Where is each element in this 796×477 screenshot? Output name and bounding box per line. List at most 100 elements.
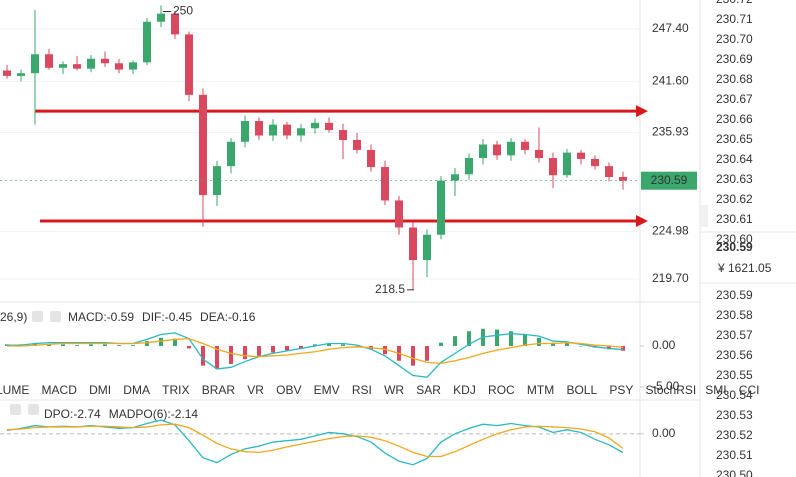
candle-body	[591, 158, 599, 167]
bid-price: 230.53	[716, 408, 753, 422]
histogram-bar	[103, 344, 107, 346]
indicator-tab[interactable]: SMI	[705, 383, 726, 397]
indicator-tab[interactable]: MACD	[42, 383, 78, 397]
turnover: ¥ 1621.05	[717, 261, 772, 275]
close-icon[interactable]	[50, 311, 61, 322]
ask-price: 230.60	[716, 232, 753, 246]
candle-body	[465, 158, 473, 175]
bid-price: 230.57	[716, 328, 753, 342]
legend-entry: DEA:-0.16	[200, 310, 256, 324]
ask-price: 230.72	[716, 0, 753, 6]
indicator-tab[interactable]: ROC	[488, 383, 515, 397]
candle-body	[535, 149, 543, 159]
histogram-bar	[425, 345, 429, 361]
legend-entry: DPO:-2.74	[44, 407, 101, 421]
candle-body	[227, 141, 235, 167]
indicator-line	[6, 419, 624, 466]
y-tick-label: 224.98	[652, 223, 689, 237]
candle-body	[563, 152, 571, 176]
histogram-bar	[621, 345, 625, 351]
histogram-bar	[229, 345, 233, 365]
candle-body	[73, 64, 81, 69]
candle-body	[451, 174, 459, 181]
histogram-bar	[411, 345, 415, 366]
candle-body	[479, 144, 487, 159]
indicator-tab[interactable]: BOLL	[566, 383, 597, 397]
candle-body	[437, 180, 445, 235]
candle-body	[507, 141, 515, 156]
y-tick-label: 0.00	[652, 426, 676, 440]
indicator-line	[6, 423, 624, 458]
close-icon[interactable]	[28, 404, 39, 415]
candle-body	[171, 13, 179, 35]
legend-entry: DIF:-0.45	[142, 310, 192, 324]
histogram-bar	[467, 331, 471, 346]
indicator-tab[interactable]: MTM	[527, 383, 554, 397]
indicator-tab[interactable]: RSI	[352, 383, 372, 397]
indicator-tab[interactable]: BRAR	[202, 383, 236, 397]
indicator-tab[interactable]: WR	[384, 383, 404, 397]
bid-price: 230.56	[716, 348, 753, 362]
indicator-tab[interactable]: StochRSI	[646, 383, 697, 397]
bid-price: 230.54	[716, 388, 753, 402]
indicator-tab[interactable]: SAR	[416, 383, 441, 397]
indicator-tab[interactable]: DMA	[123, 383, 150, 397]
histogram-bar	[453, 336, 457, 346]
indicator-tab[interactable]: PSY	[609, 383, 633, 397]
ask-price: 230.68	[716, 72, 753, 86]
candle-body	[409, 227, 417, 261]
ask-price: 230.65	[716, 132, 753, 146]
candle-body	[283, 124, 291, 136]
candle-body	[157, 13, 165, 22]
indicator-tab[interactable]: OBV	[276, 383, 301, 397]
legend-entry: MADPO(6):-2.14	[109, 407, 199, 421]
candle-body	[31, 54, 39, 74]
histogram-bar	[523, 334, 527, 346]
indicator-tab[interactable]: DMI	[89, 383, 111, 397]
indicator-tab[interactable]: LUME	[0, 383, 29, 397]
ask-price: 230.63	[716, 172, 753, 186]
histogram-bar	[383, 345, 387, 355]
ask-price: 230.62	[716, 192, 753, 206]
indicator-tab[interactable]: VR	[247, 383, 264, 397]
high-label: 250	[173, 4, 193, 18]
histogram-bar	[89, 344, 93, 346]
candle-body	[297, 128, 305, 136]
candle-body	[87, 58, 95, 69]
candle-body	[115, 63, 123, 70]
price-badge-label: 230.59	[651, 173, 688, 187]
y-tick-label: 241.60	[652, 73, 689, 87]
last-price: 230.59	[716, 240, 753, 254]
collapse-tab[interactable]	[700, 205, 708, 227]
histogram-bar	[565, 343, 569, 346]
indicator-tab[interactable]: TRIX	[162, 383, 189, 397]
candle-body	[619, 176, 627, 181]
histogram-bar	[145, 341, 149, 346]
histogram-bar	[537, 337, 541, 346]
histogram-bar	[257, 345, 261, 356]
settings-icon[interactable]	[32, 311, 43, 322]
ask-price: 230.67	[716, 92, 753, 106]
legend-entry: MACD:-0.59	[68, 310, 134, 324]
indicator-tab[interactable]: KDJ	[453, 383, 476, 397]
ask-price: 230.64	[716, 152, 753, 166]
indicator-line	[7, 337, 624, 364]
y-tick-label: -5.00	[652, 379, 680, 393]
histogram-bar	[299, 345, 303, 349]
histogram-bar	[131, 345, 135, 346]
candle-body	[395, 200, 403, 228]
indicator-tab[interactable]: CCI	[739, 383, 760, 397]
histogram-bar	[551, 342, 555, 346]
histogram-bar	[215, 345, 219, 369]
histogram-bar	[327, 343, 331, 346]
settings-icon[interactable]	[10, 404, 21, 415]
histogram-bar	[495, 329, 499, 346]
candle-body	[59, 64, 67, 68]
histogram-bar	[117, 345, 121, 346]
candle-body	[339, 130, 347, 140]
indicator-tab[interactable]: EMV	[314, 383, 340, 397]
ask-price: 230.69	[716, 52, 753, 66]
candle-body	[367, 149, 375, 168]
